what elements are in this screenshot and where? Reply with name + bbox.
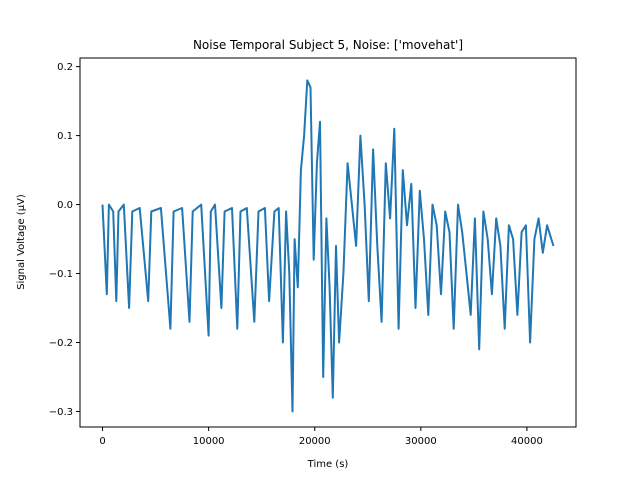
y-tick-label: 0.2 — [57, 62, 73, 73]
y-tick-label: −0.1 — [49, 269, 73, 280]
chart-title: Noise Temporal Subject 5, Noise: ['moveh… — [193, 38, 463, 52]
x-axis-label: Time (s) — [307, 459, 349, 470]
x-tick-label: 20000 — [299, 436, 331, 447]
x-tick-label: 40000 — [511, 436, 543, 447]
y-tick-label: 0.0 — [57, 200, 73, 211]
x-tick-label: 10000 — [193, 436, 225, 447]
y-axis-label: Signal Voltage (µV) — [16, 194, 27, 290]
x-tick-label: 0 — [99, 436, 105, 447]
plot-area — [79, 57, 577, 428]
series-layer — [101, 79, 555, 413]
axes-frame — [79, 57, 577, 428]
series-line-0 — [101, 79, 555, 413]
y-tick-label: 0.1 — [57, 131, 73, 142]
y-tick-label: −0.3 — [49, 407, 73, 418]
y-tick-label: −0.2 — [49, 338, 73, 349]
y-axis-ticks: −0.3 −0.2 −0.1 0.0 0.1 0.2 — [49, 62, 80, 418]
x-axis-ticks: 0 10000 20000 30000 40000 — [99, 427, 543, 447]
x-tick-label: 30000 — [405, 436, 437, 447]
